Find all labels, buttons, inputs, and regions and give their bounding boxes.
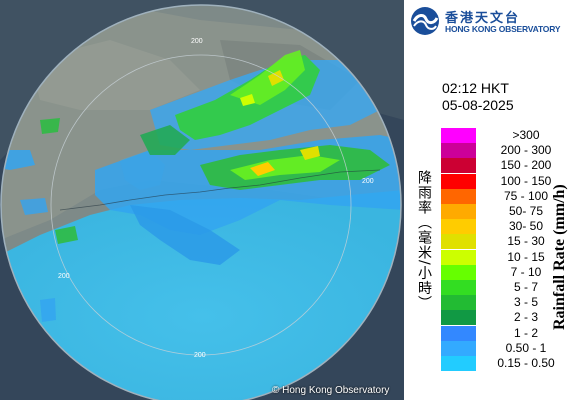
- legend-entry: 2 - 3: [441, 310, 571, 326]
- legend-entry: 30- 50: [441, 219, 571, 235]
- legend-entry: 1 - 2: [441, 325, 571, 341]
- legend-entry: 150 - 200: [441, 158, 571, 174]
- legend-panel: 香港天文台 HONG KONG OBSERVATORY 02:12 HKT 05…: [404, 0, 577, 400]
- range-label: 200: [58, 273, 70, 280]
- legend-label: 30- 50: [508, 219, 544, 234]
- legend-swatch: [441, 310, 476, 326]
- legend-entry: 50- 75: [441, 204, 571, 219]
- legend-swatch: [441, 280, 476, 295]
- legend-swatch: [441, 173, 476, 189]
- legend-swatch: [441, 340, 476, 356]
- legend-swatch: [441, 249, 476, 265]
- legend-entry: >300: [441, 128, 571, 143]
- range-label: 200: [362, 178, 374, 185]
- legend-swatch: [441, 219, 476, 235]
- legend-swatch: [441, 325, 476, 341]
- legend-label: 1 - 2: [513, 325, 538, 340]
- legend-label: 10 - 15: [507, 249, 545, 264]
- legend-label: >300: [512, 128, 540, 142]
- radar-image: [0, 0, 404, 400]
- legend-label: 50- 75: [508, 204, 544, 218]
- legend-label: 0.15 - 0.50: [497, 356, 555, 370]
- legend-swatch: [441, 295, 476, 311]
- legend-swatch: [441, 204, 476, 219]
- legend-swatch: [441, 158, 476, 174]
- legend-entry: 10 - 15: [441, 249, 571, 265]
- legend-swatch: [441, 143, 476, 159]
- range-label: 200: [194, 352, 206, 359]
- legend-label: 150 - 200: [500, 158, 552, 173]
- legend-entry: 15 - 30: [441, 234, 571, 250]
- legend-entry: 200 - 300: [441, 143, 571, 159]
- unit-label-chinese: 降雨率（毫米/小時）: [416, 170, 432, 311]
- legend-label: 0.50 - 1: [505, 340, 547, 355]
- legend-entry: 100 - 150: [441, 173, 571, 189]
- legend-label: 7 - 10: [510, 264, 542, 279]
- observatory-logo-icon: [411, 7, 439, 35]
- legend-entry: 7 - 10: [441, 264, 571, 280]
- legend-label: 15 - 30: [507, 234, 545, 249]
- legend-swatch: [441, 264, 476, 280]
- legend-label: 3 - 5: [513, 295, 538, 310]
- legend-label: 200 - 300: [500, 143, 552, 158]
- legend-entry: 0.15 - 0.50: [441, 356, 571, 371]
- legend-swatch: [441, 234, 476, 250]
- legend-entry: 3 - 5: [441, 295, 571, 311]
- legend-entry: 5 - 7: [441, 280, 571, 295]
- unit-label-english: Rainfall Rate (mm/h): [551, 184, 568, 330]
- legend-swatch: [441, 356, 476, 371]
- legend-entry: 0.50 - 1: [441, 340, 571, 356]
- observation-date: 05-08-2025: [442, 97, 514, 113]
- legend-label: 75 - 100: [503, 188, 549, 203]
- radar-map: 200 200 200 200 © Hong Kong Observatory: [0, 0, 404, 400]
- legend-entry: 75 - 100: [441, 188, 571, 204]
- range-label: 200: [191, 38, 203, 45]
- legend-label: 2 - 3: [513, 310, 538, 325]
- legend-swatch: [441, 188, 476, 204]
- observation-time: 02:12 HKT: [442, 80, 509, 96]
- legend-swatch: [441, 128, 476, 143]
- logo-english-name: HONG KONG OBSERVATORY: [445, 24, 561, 34]
- legend-label: 5 - 7: [513, 280, 538, 294]
- copyright-text: © Hong Kong Observatory: [272, 385, 390, 396]
- logo-chinese-name: 香港天文台: [445, 11, 521, 26]
- legend-label: 100 - 150: [500, 173, 552, 188]
